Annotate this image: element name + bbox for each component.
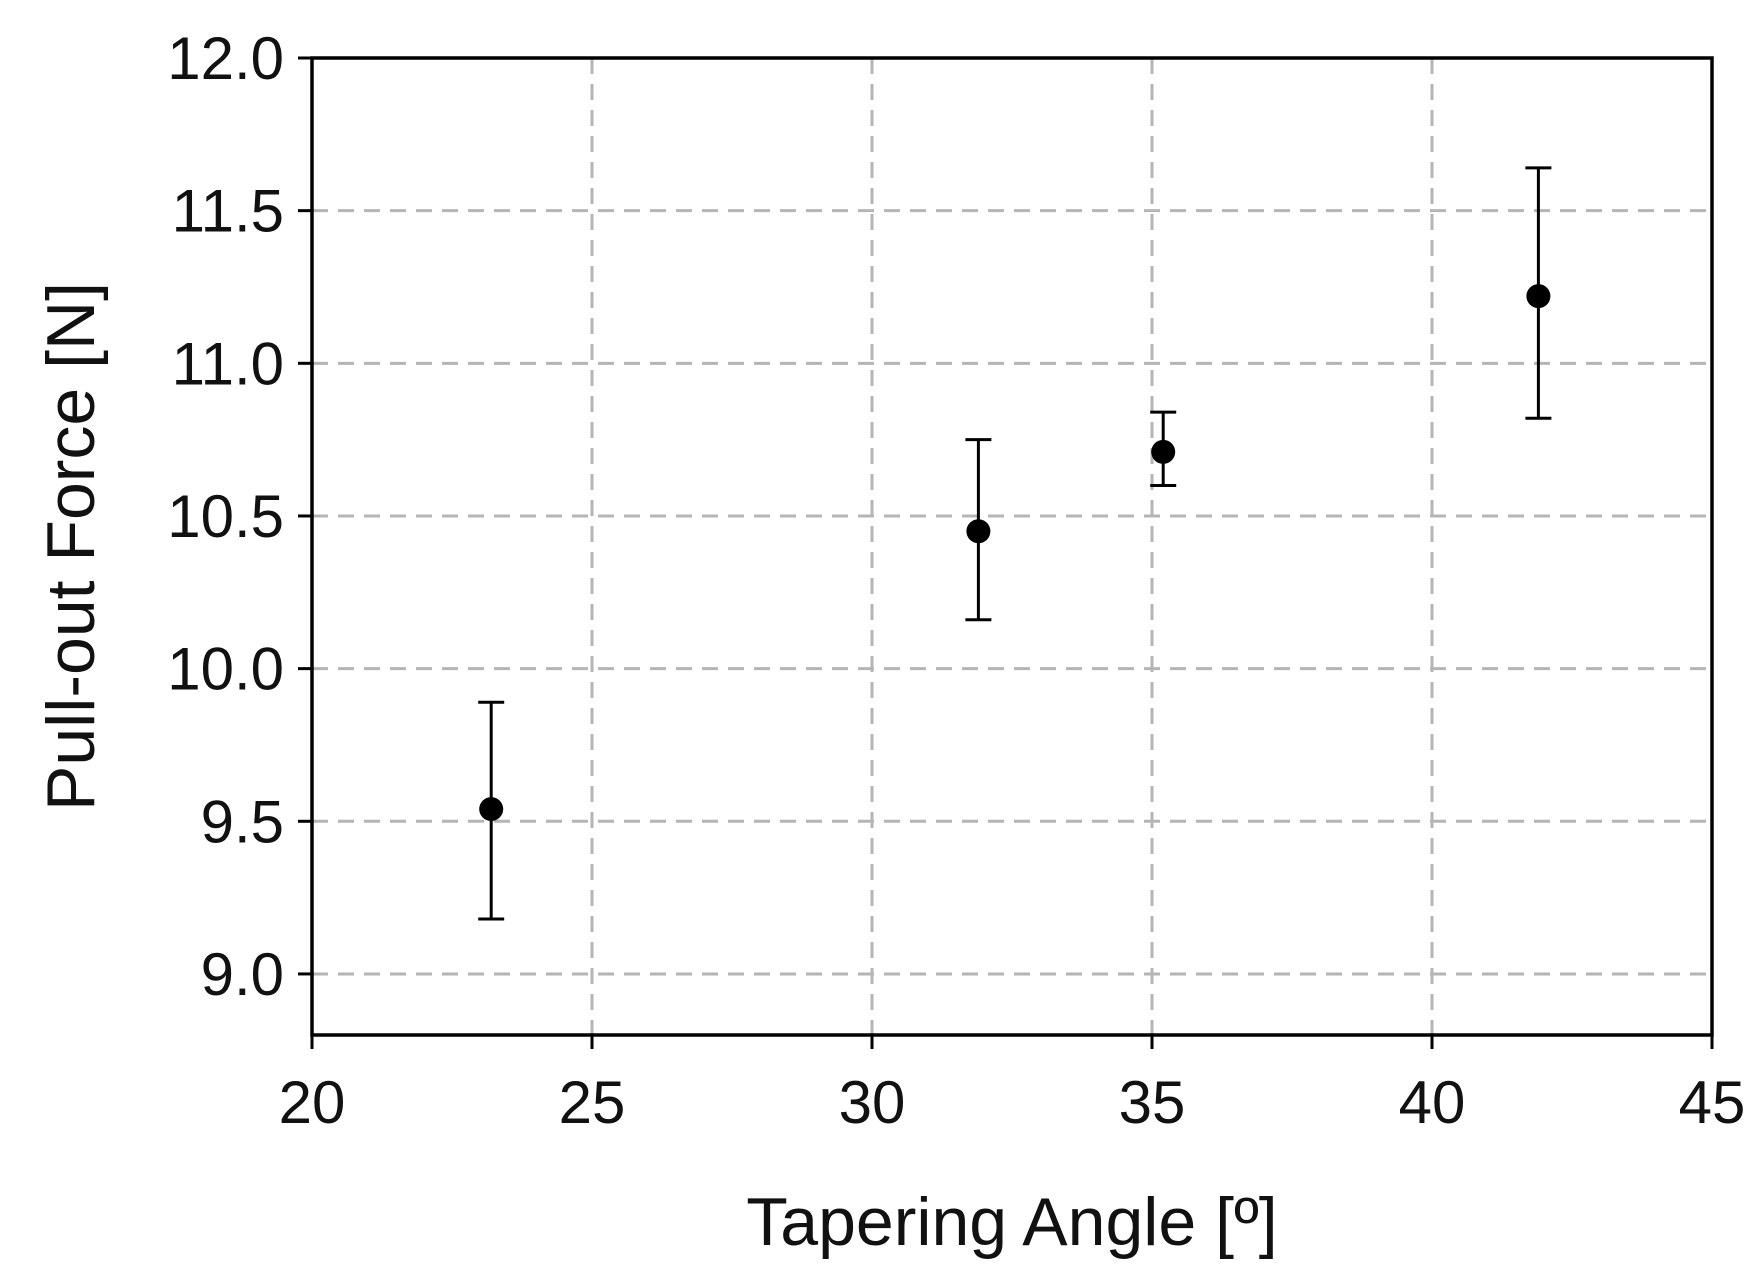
data-point-0 <box>478 700 505 921</box>
data-marker <box>1151 439 1176 464</box>
grid-layer <box>312 58 1712 1035</box>
y-tick-label: 12.0 <box>167 25 284 92</box>
x-tick-label: 45 <box>1679 1069 1746 1136</box>
x-tick-label: 25 <box>559 1069 626 1136</box>
plot-frame <box>310 56 1714 1037</box>
frame-layer <box>310 56 1714 1037</box>
y-tick-label: 9.5 <box>201 788 284 855</box>
data-point-3 <box>1525 166 1552 420</box>
x-tick-label: 30 <box>839 1069 906 1136</box>
y-tick-label: 10.5 <box>167 483 284 550</box>
y-axis-title: Pull-out Force [N] <box>33 282 109 811</box>
x-tick-label: 35 <box>1119 1069 1186 1136</box>
point-layer <box>478 166 1552 921</box>
tick-layer: 20 25 30 35 40 45 9.0 9.5 10.0 10.5 11.0 11.5 12.0 <box>167 25 1745 1136</box>
data-marker <box>1526 284 1551 309</box>
data-marker <box>479 797 504 822</box>
y-tick-label: 9.0 <box>201 941 284 1008</box>
data-marker <box>966 519 991 544</box>
y-tick-label: 11.5 <box>172 178 284 245</box>
x-tick-label: 40 <box>1399 1069 1466 1136</box>
y-tick-label: 11.0 <box>172 330 284 397</box>
x-axis-title: Tapering Angle [º] <box>746 1184 1277 1260</box>
data-point-1 <box>965 438 992 622</box>
data-point-2 <box>1150 410 1177 487</box>
x-tick-label: 20 <box>279 1069 346 1136</box>
y-tick-label: 10.0 <box>167 636 284 703</box>
